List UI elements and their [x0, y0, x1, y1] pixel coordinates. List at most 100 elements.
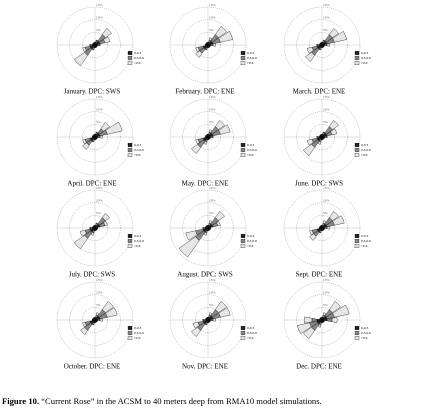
- rose-wedge: [96, 321, 98, 323]
- legend-label: 0.3-0.6: [361, 239, 371, 243]
- legend-swatch: [354, 153, 360, 157]
- rose-wedge: [215, 301, 227, 313]
- caption-label: Figure 10.: [2, 396, 40, 406]
- legend-label: >0.6: [247, 336, 254, 340]
- radial-tick-label: 15%: [323, 95, 330, 99]
- rose-wedge: [323, 321, 325, 323]
- legend-swatch: [354, 331, 360, 335]
- radial-tick-label: 15%: [209, 186, 216, 190]
- rose-wedge: [96, 229, 98, 231]
- legend-swatch: [240, 61, 246, 65]
- legend-label: >0.6: [361, 61, 368, 65]
- radial-tick-label: 15%: [323, 3, 330, 7]
- radial-tick-label: 5%: [323, 28, 328, 32]
- radial-tick-label: 5%: [323, 120, 328, 124]
- legend-swatch: [127, 331, 133, 335]
- rose-wedge: [212, 318, 216, 322]
- rose-wedge: [215, 26, 227, 38]
- legend-swatch: [127, 239, 133, 243]
- rose-wedge: [100, 122, 110, 132]
- rose-wedge: [99, 318, 103, 322]
- chart-title: Nov. DPC: ENE: [182, 363, 228, 371]
- legend-swatch: [240, 153, 246, 157]
- rose-chart: 5% 10% 15% 0-0.30.3-0.6>0.6 June. DPC: SWS: [283, 95, 371, 188]
- rose-wedge: [97, 135, 101, 139]
- chart-title: March. DPC: ENE: [293, 88, 346, 96]
- legend-label: 0-0.3: [134, 326, 142, 330]
- rose-wedge: [218, 307, 231, 318]
- radial-tick-label: 5%: [323, 303, 328, 307]
- legend-swatch: [127, 143, 133, 147]
- legend-swatch: [240, 239, 246, 243]
- rose-wedge: [208, 220, 213, 224]
- radial-tick-label: 10%: [209, 198, 216, 202]
- rose-wedge: [96, 138, 98, 140]
- rose-wedge: [303, 144, 315, 156]
- rose-wedge: [209, 321, 211, 323]
- rose-wedge: [92, 225, 94, 227]
- chart-title: June. DPC: SWS: [295, 180, 343, 188]
- rose-wedge: [82, 321, 87, 328]
- legend-swatch: [127, 56, 133, 60]
- legend-label: 0-0.3: [361, 234, 369, 238]
- rose-chart: 5% 10% 15% 0-0.30.3-0.6>0.6 February. DPC: E…: [169, 3, 257, 96]
- legend-swatch: [240, 326, 246, 330]
- rose-wedge: [203, 232, 208, 236]
- rose-wedge: [316, 43, 320, 47]
- rose-wedge: [105, 307, 118, 318]
- chart-title: October. DPC: ENE: [64, 363, 121, 371]
- rose-wedge: [329, 120, 339, 130]
- legend-label: 0.3-0.6: [247, 56, 257, 60]
- rose-wedge: [323, 229, 325, 231]
- legend-label: 0.3-0.6: [134, 331, 144, 335]
- rose-wedge: [309, 233, 317, 241]
- legend-swatch: [354, 234, 360, 238]
- radial-tick-label: 15%: [96, 95, 103, 99]
- rose-wedge: [208, 312, 213, 316]
- rose-wedge: [305, 52, 315, 62]
- legend-swatch: [240, 148, 246, 152]
- rose-wedge: [97, 43, 101, 47]
- chart-title: May. DPC: ENE: [182, 180, 229, 188]
- legend-label: 0-0.3: [247, 326, 255, 330]
- rose-wedge: [210, 43, 214, 47]
- rose-chart: 5% 10% 15% 0-0.30.3-0.6>0.6 July. DPC: SWS: [56, 186, 144, 279]
- radial-tick-label: 5%: [209, 303, 214, 307]
- chart-title: January. DPC: SWS: [64, 88, 121, 96]
- radial-tick-label: 10%: [209, 290, 216, 294]
- chart-title: Sept. DPC: ENE: [296, 271, 343, 279]
- radial-tick-label: 15%: [209, 278, 216, 282]
- legend-swatch: [240, 51, 246, 55]
- radial-tick-label: 10%: [96, 107, 103, 111]
- caption-text: “Current Rose” in the ACSM to 40 meters …: [41, 396, 322, 406]
- legend-swatch: [127, 148, 133, 152]
- radial-tick-label: 15%: [209, 95, 216, 99]
- rose-wedge: [331, 317, 338, 323]
- legend-swatch: [354, 61, 360, 65]
- rose-wedge: [96, 39, 98, 41]
- radial-tick-label: 5%: [209, 120, 214, 124]
- legend-label: >0.6: [134, 153, 141, 157]
- legend-label: 0-0.3: [361, 143, 369, 147]
- radial-tick-label: 15%: [96, 3, 103, 7]
- legend-label: >0.6: [361, 244, 368, 248]
- rose-wedge: [205, 134, 207, 136]
- rose-wedge: [92, 134, 94, 136]
- legend-swatch: [127, 336, 133, 340]
- rose-wedge: [92, 317, 94, 319]
- rose-wedge: [319, 225, 321, 227]
- legend-label: 0-0.3: [247, 51, 255, 55]
- legend-swatch: [240, 143, 246, 147]
- rose-wedge: [80, 327, 88, 335]
- rose-wedge: [332, 304, 350, 318]
- rose-wedge: [103, 36, 111, 44]
- rose-wedge: [208, 129, 213, 133]
- rose-wedge: [195, 46, 200, 53]
- rose-wedge: [329, 301, 341, 313]
- legend-label: 0-0.3: [247, 234, 255, 238]
- legend-swatch: [127, 234, 133, 238]
- rose-chart: 5% 10% 15% 0-0.30.3-0.6>0.6 March. DPC: ENE: [283, 3, 371, 96]
- radial-tick-label: 10%: [323, 107, 330, 111]
- legend-label: 0.3-0.6: [247, 148, 257, 152]
